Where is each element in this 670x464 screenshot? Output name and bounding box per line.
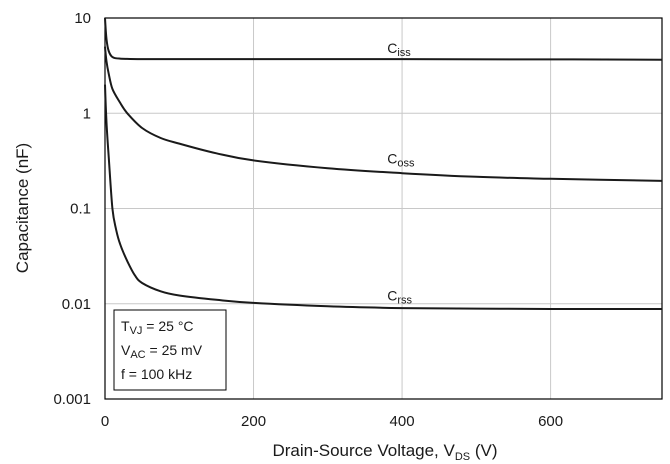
- series-label-oss: Coss: [387, 150, 415, 169]
- y-tick-label: 10: [74, 10, 91, 27]
- test-conditions-box: TVJ = 25 °C VAC = 25 mV f = 100 kHz: [113, 309, 227, 391]
- y-tick-label: 0.001: [53, 391, 91, 408]
- series-line-iss: [104, 17, 663, 61]
- series-label-rss: Crss: [387, 288, 412, 307]
- series-labels: Ciss Coss Crss: [387, 40, 415, 307]
- condition-line-vac: VAC = 25 mV: [121, 342, 203, 361]
- condition-line-tvj: TVJ = 25 °C: [121, 318, 194, 337]
- x-tick-label: 0: [101, 413, 109, 430]
- grid: [105, 18, 662, 399]
- series-label-iss: Ciss: [387, 40, 411, 59]
- x-tick-label: 600: [538, 413, 563, 430]
- y-tick-labels: 0.001 0.01 0.1 1 10: [53, 10, 91, 408]
- x-axis-label-main: Drain-Source Voltage, V: [272, 441, 455, 460]
- x-axis-label-suffix: (V): [470, 441, 497, 460]
- x-axis-label: Drain-Source Voltage, VDS (V): [272, 441, 497, 463]
- x-tick-labels: 0 200 400 600: [101, 413, 563, 430]
- test-conditions-frame: [113, 309, 227, 391]
- x-tick-label: 400: [390, 413, 415, 430]
- y-tick-label: 0.01: [62, 296, 91, 313]
- y-tick-label: 0.1: [70, 201, 91, 218]
- plot-frame: [104, 17, 663, 400]
- series-lines: [104, 17, 663, 311]
- y-tick-label: 1: [83, 105, 91, 122]
- x-tick-label: 200: [241, 413, 266, 430]
- y-axis-label: Capacitance (nF): [13, 143, 32, 273]
- condition-line-freq: f = 100 kHz: [121, 366, 192, 382]
- series-line-rss: [104, 84, 663, 311]
- x-axis-label-sub: DS: [455, 451, 470, 463]
- series-line-oss: [104, 46, 663, 182]
